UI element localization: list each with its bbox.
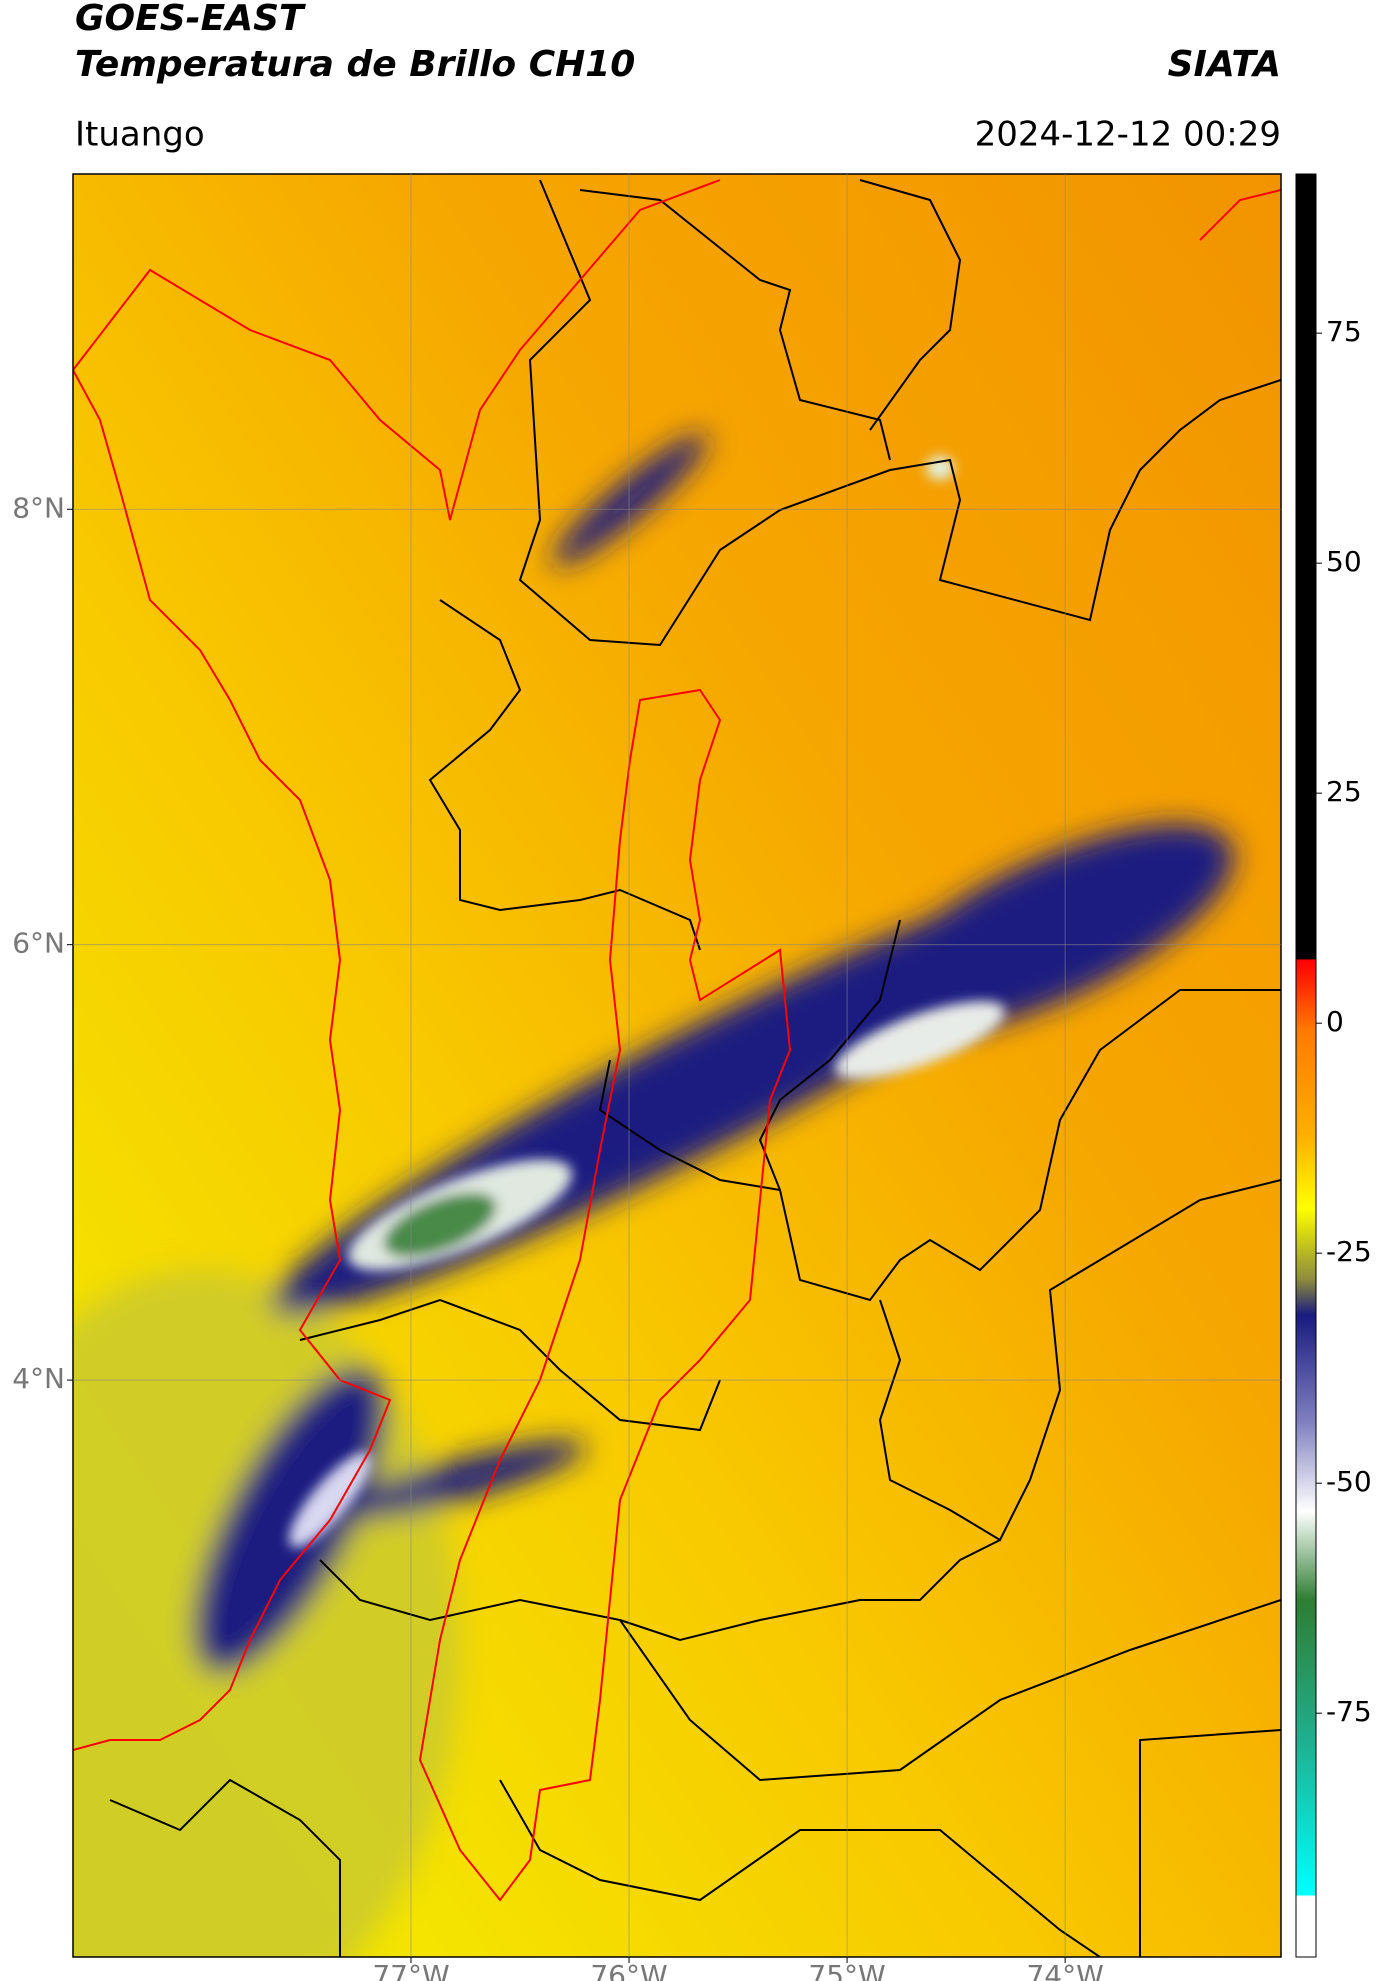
y-tick-label: 8°N <box>12 491 65 524</box>
cloud-core <box>289 456 1006 1548</box>
colorbar-tick-label: 0 <box>1326 1005 1344 1038</box>
map <box>73 174 1281 1957</box>
map-frame <box>72 173 1282 1958</box>
colorbar-tick-label: -50 <box>1326 1465 1372 1498</box>
agency: SIATA <box>1168 44 1281 85</box>
product: Temperatura de Brillo CH10 <box>75 44 635 85</box>
x-tick-label: 74°W <box>1026 1959 1103 1981</box>
colorbar-tick-label: -75 <box>1326 1695 1372 1728</box>
y-tick-label: 6°N <box>12 927 65 960</box>
satellite: GOES-EAST <box>75 0 306 39</box>
timestamp: 2024-12-12 00:29 <box>975 115 1281 155</box>
x-tick-label: 77°W <box>372 1959 449 1981</box>
colorbar <box>1295 173 1317 1958</box>
colorbar-tick-label: 50 <box>1326 545 1362 578</box>
coastline-and-basin <box>73 179 1281 1902</box>
colorbar-tick-label: -25 <box>1326 1235 1372 1268</box>
x-tick-label: 76°W <box>590 1959 667 1981</box>
colorbar-tick-label: 75 <box>1326 315 1362 348</box>
admin-borders <box>109 179 1281 1957</box>
region: Ituango <box>75 115 205 155</box>
x-tick-label: 75°W <box>808 1959 885 1981</box>
colorbar-tick-label: 25 <box>1326 775 1362 808</box>
y-tick-label: 4°N <box>12 1362 65 1395</box>
